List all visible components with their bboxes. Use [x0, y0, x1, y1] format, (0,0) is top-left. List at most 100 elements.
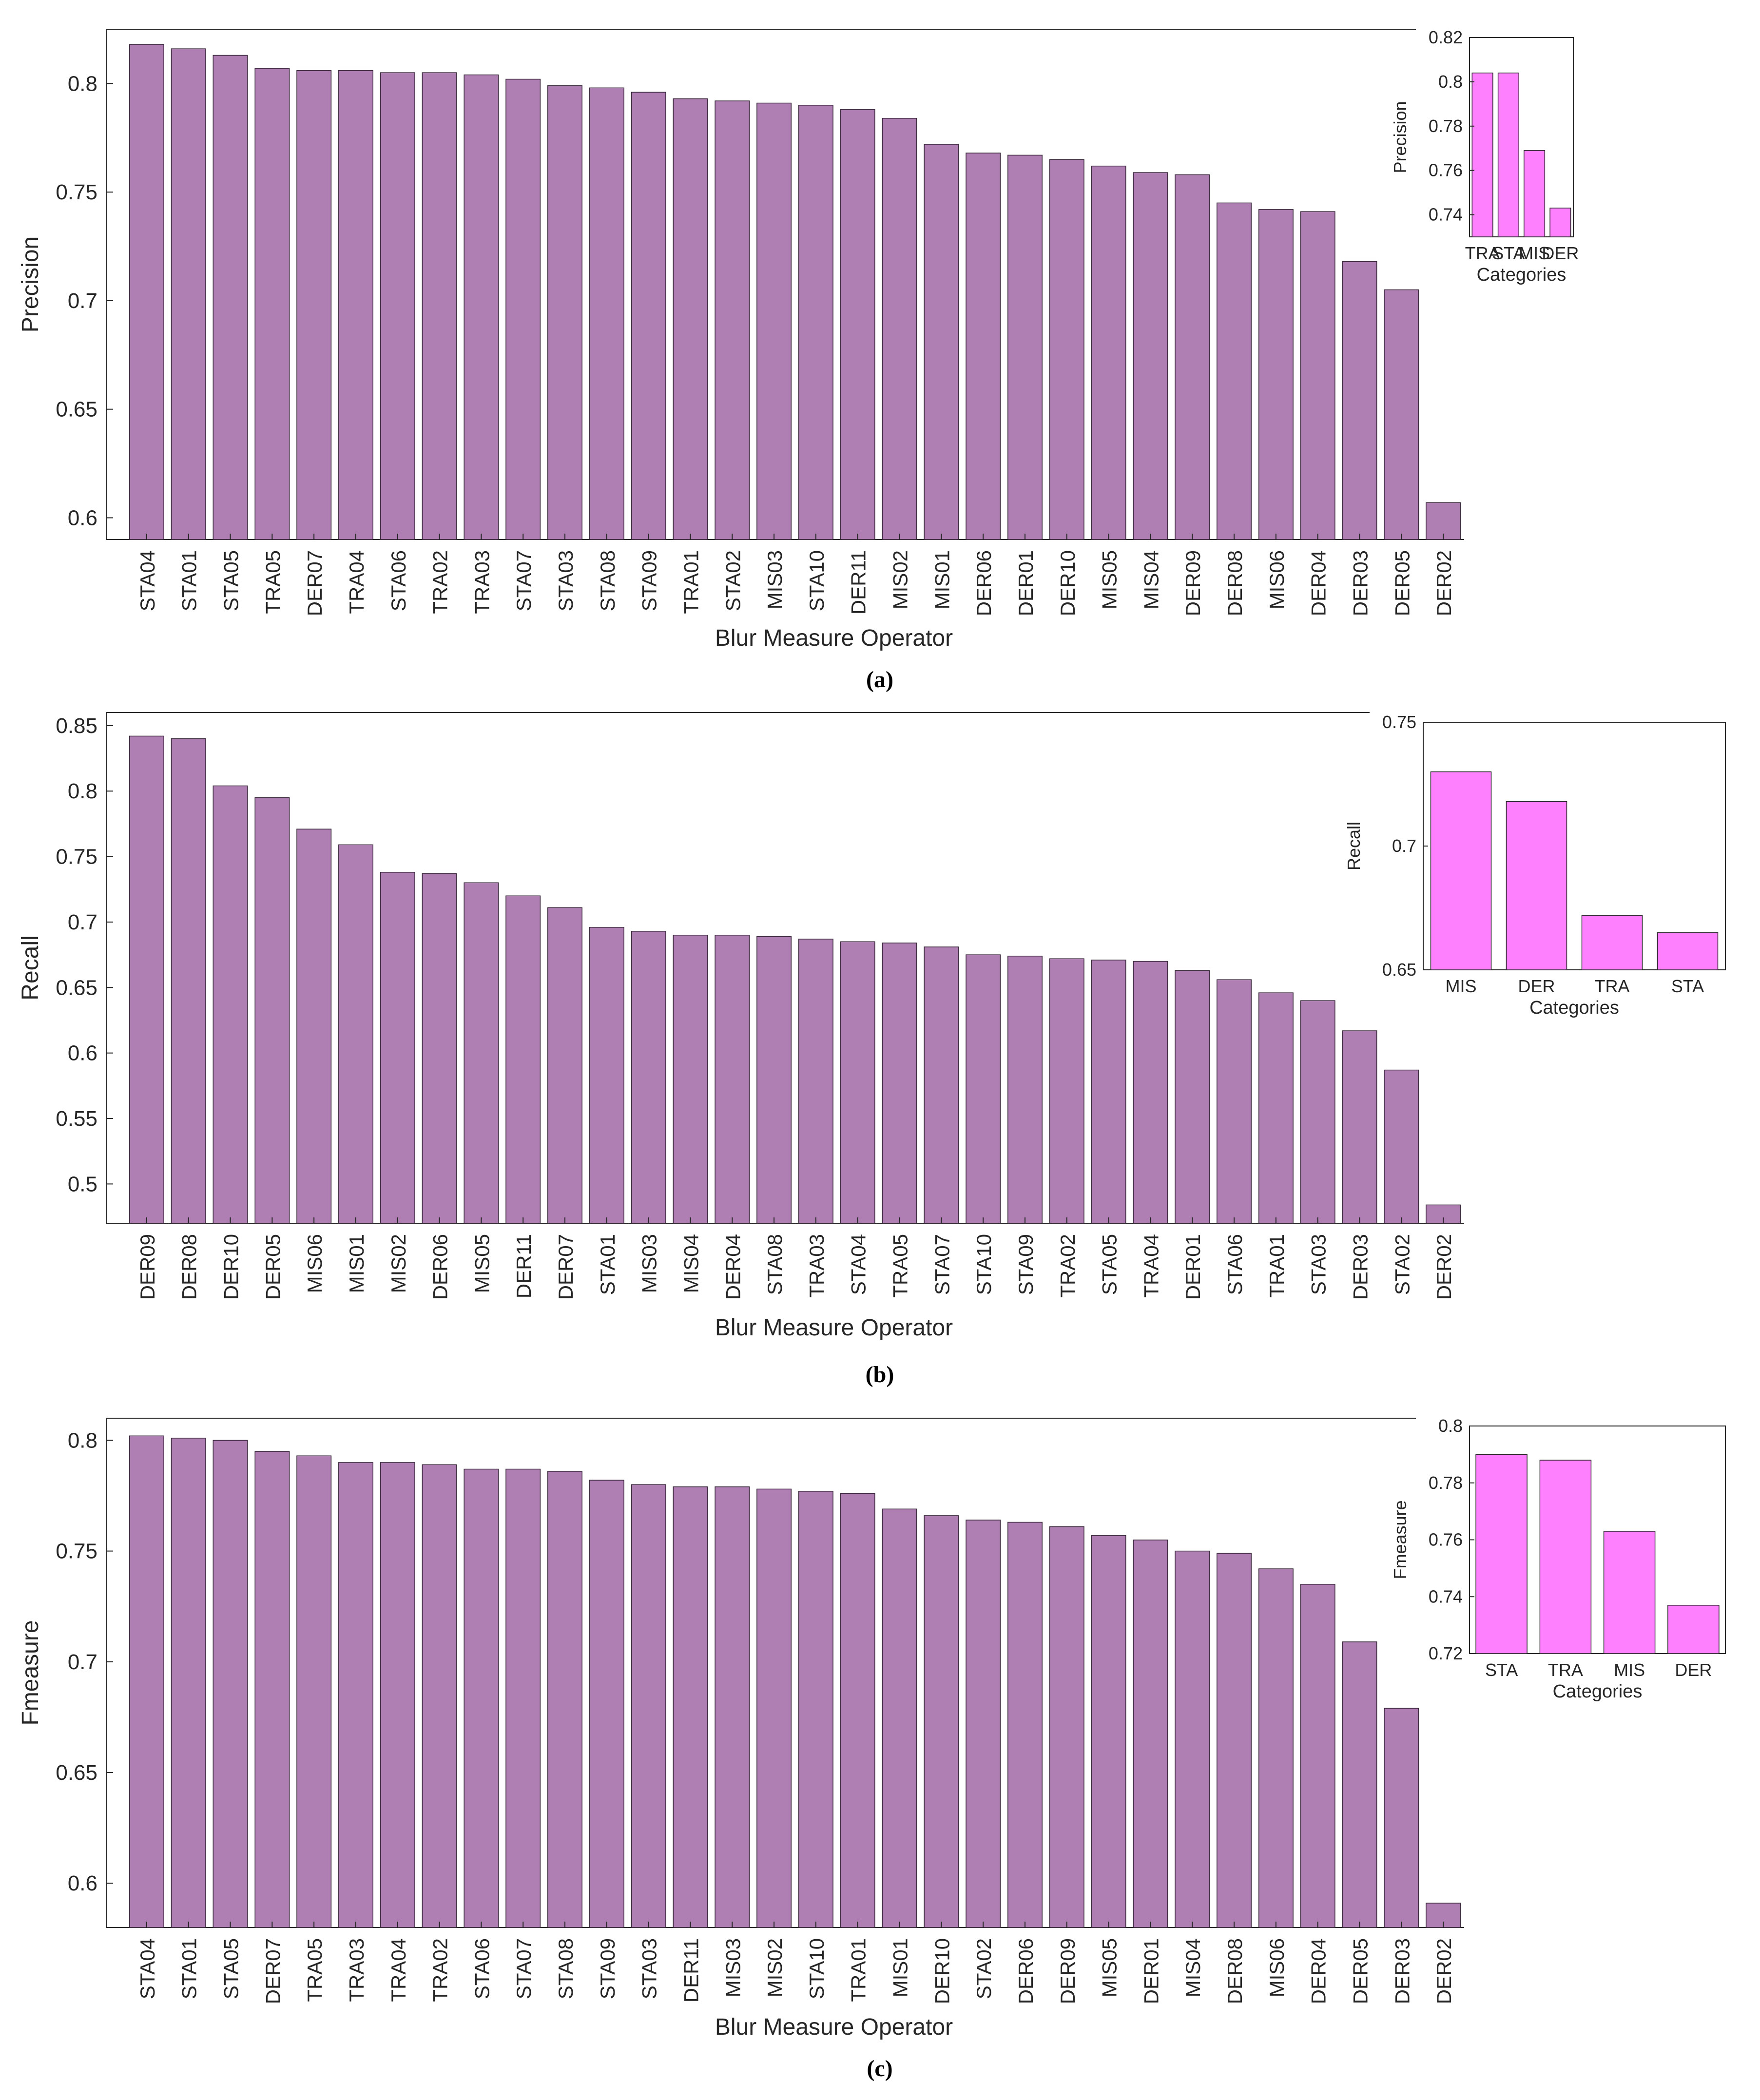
- x-tick-label: TRA03: [470, 550, 493, 614]
- x-tick-label: STA07: [512, 550, 535, 611]
- inset-y-tick-label: 0.8: [1438, 1416, 1463, 1436]
- x-tick-label: STA03: [638, 1938, 661, 1999]
- x-tick-label: DER04: [1307, 1938, 1330, 2004]
- y-tick-label: 0.8: [68, 1428, 97, 1452]
- bar-tra05: [296, 1455, 332, 1928]
- bar-sta07: [505, 78, 541, 540]
- x-tick-label: TRA01: [847, 1938, 870, 2002]
- x-tick-label: STA10: [805, 1938, 828, 1999]
- x-tick-label: STA09: [596, 1938, 619, 1999]
- x-tick-label: DER02: [1432, 1234, 1455, 1300]
- x-tick-label: STA05: [220, 550, 243, 611]
- bar-tra02: [1049, 958, 1084, 1224]
- bar-sta03: [631, 1484, 666, 1928]
- bar-der10: [924, 1515, 959, 1928]
- bar-tra01: [1258, 992, 1294, 1224]
- x-tick-label: STA08: [596, 550, 619, 611]
- x-tick-label: MIS05: [1098, 1938, 1121, 1997]
- inset-bar-mis: [1430, 771, 1492, 970]
- x-tick-label: STA05: [1098, 1234, 1121, 1295]
- y-tick-label: 0.85: [56, 714, 97, 738]
- bar-sta10: [798, 1491, 833, 1928]
- bar-mis04: [1133, 172, 1168, 540]
- panel-label: (c): [867, 2056, 892, 2081]
- bar-der04: [1300, 211, 1335, 540]
- x-tick-label: DER08: [1223, 550, 1246, 616]
- x-axis-label: Blur Measure Operator: [715, 1315, 953, 1341]
- x-tick-label: STA04: [136, 1938, 159, 1999]
- x-tick-label: STA05: [220, 1938, 243, 1999]
- x-tick-label: MIS01: [345, 1234, 368, 1293]
- inset-y-tick-label: 0.74: [1429, 205, 1463, 225]
- bar-mis06: [296, 828, 332, 1224]
- y-tick-label: 0.75: [56, 180, 97, 204]
- bar-sta09: [631, 92, 666, 540]
- x-tick-label: TRA03: [805, 1234, 828, 1298]
- bar-sta06: [464, 1468, 499, 1928]
- y-tick-label: 0.5: [68, 1172, 97, 1196]
- bar-der06: [1007, 1522, 1043, 1928]
- panel-1: STA04 STA01 STA05 TRA05 DER07 TRA04 STA06 TRA02…: [18, 27, 1579, 693]
- bar-tra03: [464, 74, 499, 540]
- x-tick-label: DER05: [1391, 550, 1413, 616]
- bar-mis02: [380, 872, 415, 1224]
- inset-x-tick-label: STA: [1492, 243, 1525, 263]
- x-tick-label: STA02: [972, 1938, 995, 1999]
- bar-mis04: [1175, 1550, 1210, 1928]
- x-tick-label: DER05: [261, 1234, 284, 1300]
- x-tick-label: STA02: [1391, 1234, 1413, 1295]
- x-tick-label: STA04: [136, 550, 159, 611]
- bar-tra02: [422, 1464, 457, 1928]
- bar-sta08: [756, 936, 792, 1224]
- bar-mis03: [756, 102, 792, 540]
- bar-der11: [673, 1486, 708, 1928]
- x-tick-label: DER07: [261, 1938, 284, 2004]
- inset-x-tick-label: DER: [1542, 243, 1579, 263]
- x-tick-label: STA08: [554, 1938, 577, 1999]
- inset-x-tick-label: MIS: [1614, 1660, 1645, 1680]
- inset-bar-tra: [1539, 1460, 1592, 1654]
- y-tick-label: 0.65: [56, 976, 97, 1000]
- x-tick-label: TRA01: [1265, 1234, 1288, 1298]
- y-tick-label: 0.75: [56, 845, 97, 869]
- x-axis-label: Blur Measure Operator: [715, 625, 953, 651]
- x-tick-label: MIS01: [889, 1938, 912, 1997]
- bar-mis03: [631, 931, 666, 1224]
- bar-sta05: [213, 1440, 248, 1928]
- x-tick-label: DER02: [1432, 550, 1455, 616]
- bar-der10: [213, 785, 248, 1224]
- inset-bar-sta: [1657, 932, 1719, 970]
- panel-label: (a): [866, 667, 893, 693]
- bar-mis05: [1091, 165, 1126, 540]
- inset-bar-der: [1506, 801, 1567, 970]
- bar-tra01: [673, 98, 708, 540]
- bar-sta01: [589, 926, 624, 1224]
- inset-bar-tra: [1471, 72, 1493, 237]
- x-tick-label: TRA05: [889, 1234, 912, 1298]
- x-tick-label: MIS05: [470, 1234, 493, 1293]
- bar-sta03: [1300, 1000, 1335, 1224]
- bar-tra02: [422, 72, 457, 540]
- bar-tra03: [338, 1462, 373, 1928]
- bar-sta06: [1217, 979, 1252, 1224]
- bar-sta05: [1091, 960, 1126, 1224]
- bar-sta10: [966, 954, 1001, 1224]
- x-tick-label: MIS05: [1098, 550, 1121, 609]
- bar-sta02: [966, 1520, 1001, 1928]
- bar-der05: [254, 797, 290, 1224]
- panel-2: DER09 DER08 DER10 DER05 MIS06 MIS01 MIS02 DER06…: [18, 712, 1726, 1387]
- x-tick-label: STA03: [1307, 1234, 1330, 1295]
- inset-y-axis-label: Precision: [1390, 101, 1410, 173]
- inset-y-axis-label: Fmeasure: [1390, 1500, 1410, 1579]
- bar-sta09: [1007, 956, 1043, 1224]
- bar-der01: [1133, 1540, 1168, 1928]
- inset-chart: STA TRA MIS DER 0.72 0.74 0.76 0.78 0.8 Categorie…: [1390, 1416, 1726, 1702]
- inset-x-axis-label: Categories: [1529, 998, 1619, 1018]
- x-tick-label: DER10: [220, 1234, 243, 1300]
- bar-tra04: [1133, 961, 1168, 1224]
- bar-sta02: [1384, 1069, 1419, 1224]
- x-tick-label: DER03: [1349, 550, 1372, 616]
- bar-der03: [1342, 1030, 1377, 1224]
